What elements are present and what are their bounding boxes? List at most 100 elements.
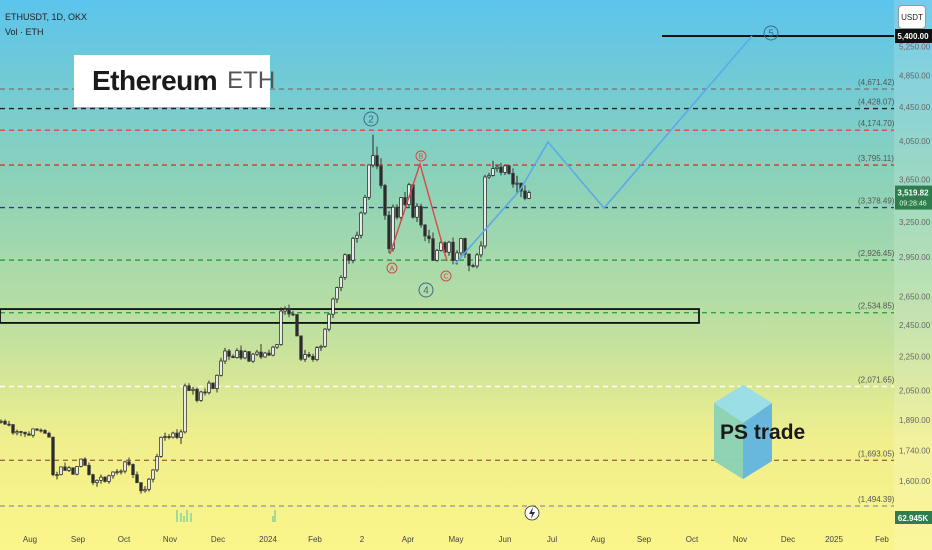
candle-body-81 — [323, 328, 327, 347]
candle-body-117 — [467, 253, 471, 266]
candle-body-98 — [391, 206, 395, 250]
candle-body-46 — [183, 385, 187, 433]
x-tick-5: 2024 — [259, 535, 277, 544]
candle-body-86 — [343, 254, 347, 278]
candle-body-70 — [279, 310, 283, 346]
candle-body-105 — [419, 205, 423, 226]
level-label-1: (4,428.07) — [858, 98, 895, 107]
volume-bar-2 — [183, 516, 185, 522]
wave-circle-0 — [363, 111, 379, 127]
candle-body-64 — [255, 351, 259, 355]
candle-body-132 — [527, 192, 531, 199]
wave-circle-1 — [418, 282, 434, 298]
candle-body-109 — [435, 250, 439, 261]
y-tick-8: 2,450.00 — [899, 321, 931, 330]
candle-body-56 — [223, 350, 227, 362]
wave-label-2: 5 — [768, 29, 774, 40]
candle-body-2 — [7, 423, 11, 426]
level-label-5: (2,926.45) — [858, 249, 895, 258]
candle-body-83 — [331, 298, 335, 315]
current-price-label: 3,519.82 — [897, 189, 929, 198]
candle-body-39 — [155, 456, 159, 471]
candle-body-35 — [139, 482, 143, 492]
level-label-9: (1,494.39) — [858, 495, 895, 504]
x-tick-16: Dec — [781, 535, 795, 544]
candle-body-74 — [295, 314, 299, 337]
price-axis-strip — [894, 0, 932, 550]
candle-body-43 — [171, 432, 175, 438]
candle-body-131 — [523, 190, 527, 199]
wave-label-4: B — [419, 154, 424, 161]
candle-body-65 — [259, 351, 263, 358]
candle-body-99 — [395, 206, 399, 218]
candle-body-80 — [319, 345, 323, 349]
candle-body-77 — [307, 354, 311, 357]
candle-body-126 — [503, 165, 507, 173]
correction-path — [389, 161, 448, 262]
candle-body-50 — [199, 391, 203, 401]
candle-body-55 — [219, 360, 223, 376]
level-label-8: (1,693.05) — [858, 449, 895, 458]
volume-label: 62.945K — [898, 514, 928, 523]
candle-body-32 — [127, 461, 131, 465]
level-label-2: (4,174.70) — [858, 119, 895, 128]
symbol-header: ETHUSDT, 1D, OKX — [5, 12, 88, 22]
current-price-countdown: 09:28:46 — [899, 201, 926, 208]
candle-body-129 — [515, 182, 519, 185]
y-tick-4: 3,650.00 — [899, 175, 931, 184]
logo-symbol: ETH — [227, 67, 276, 94]
candle-body-100 — [399, 197, 403, 218]
level-label-6: (2,534.85) — [858, 302, 895, 311]
candle-body-89 — [355, 234, 359, 239]
candle-body-79 — [315, 347, 319, 360]
candle-body-16 — [63, 466, 67, 471]
x-tick-17: 2025 — [825, 535, 843, 544]
wave-circle-5 — [440, 270, 452, 282]
candle-body-68 — [271, 346, 275, 356]
x-tick-13: Sep — [637, 535, 652, 544]
candle-body-90 — [359, 212, 363, 236]
candle-body-59 — [235, 350, 239, 358]
candle-body-94 — [375, 155, 379, 167]
candle-body-48 — [191, 388, 195, 391]
volume-bar-5 — [272, 516, 274, 522]
candle-body-66 — [263, 352, 267, 358]
currency-button[interactable]: USDT — [898, 5, 926, 29]
wave-circle-2 — [763, 25, 779, 41]
candle-body-13 — [51, 436, 55, 476]
candle-body-78 — [311, 355, 315, 360]
candle-body-14 — [55, 474, 59, 477]
candle-body-21 — [83, 458, 87, 466]
candle-body-40 — [159, 436, 163, 457]
candle-body-18 — [71, 467, 75, 475]
candle-body-7 — [27, 433, 31, 436]
candle-body-53 — [211, 382, 215, 389]
candle-body-125 — [499, 166, 503, 173]
candle-body-8 — [31, 428, 35, 436]
x-tick-1: Sep — [71, 535, 86, 544]
x-tick-3: Nov — [163, 535, 177, 544]
candle-body-91 — [363, 196, 367, 214]
projection-path — [454, 35, 753, 265]
level-label-7: (2,071.65) — [858, 376, 895, 385]
candle-body-4 — [15, 431, 19, 434]
candle-body-62 — [247, 351, 251, 362]
candle-body-58 — [231, 355, 235, 358]
candle-body-61 — [243, 351, 247, 359]
volume-bar-4 — [190, 513, 192, 522]
candle-body-96 — [383, 185, 387, 216]
x-tick-2: Oct — [118, 535, 131, 544]
y-tick-7: 2,650.00 — [899, 292, 931, 301]
y-tick-6: 2,950.00 — [899, 253, 931, 262]
x-tick-9: May — [448, 535, 463, 544]
y-tick-0: 5,250.00 — [899, 42, 931, 51]
candle-body-107 — [427, 235, 431, 240]
candle-body-121 — [483, 176, 487, 247]
candle-body-37 — [147, 478, 151, 490]
x-tick-10: Jun — [499, 535, 512, 544]
candle-body-101 — [403, 197, 407, 206]
candle-body-6 — [23, 431, 27, 435]
candle-body-113 — [451, 241, 455, 261]
